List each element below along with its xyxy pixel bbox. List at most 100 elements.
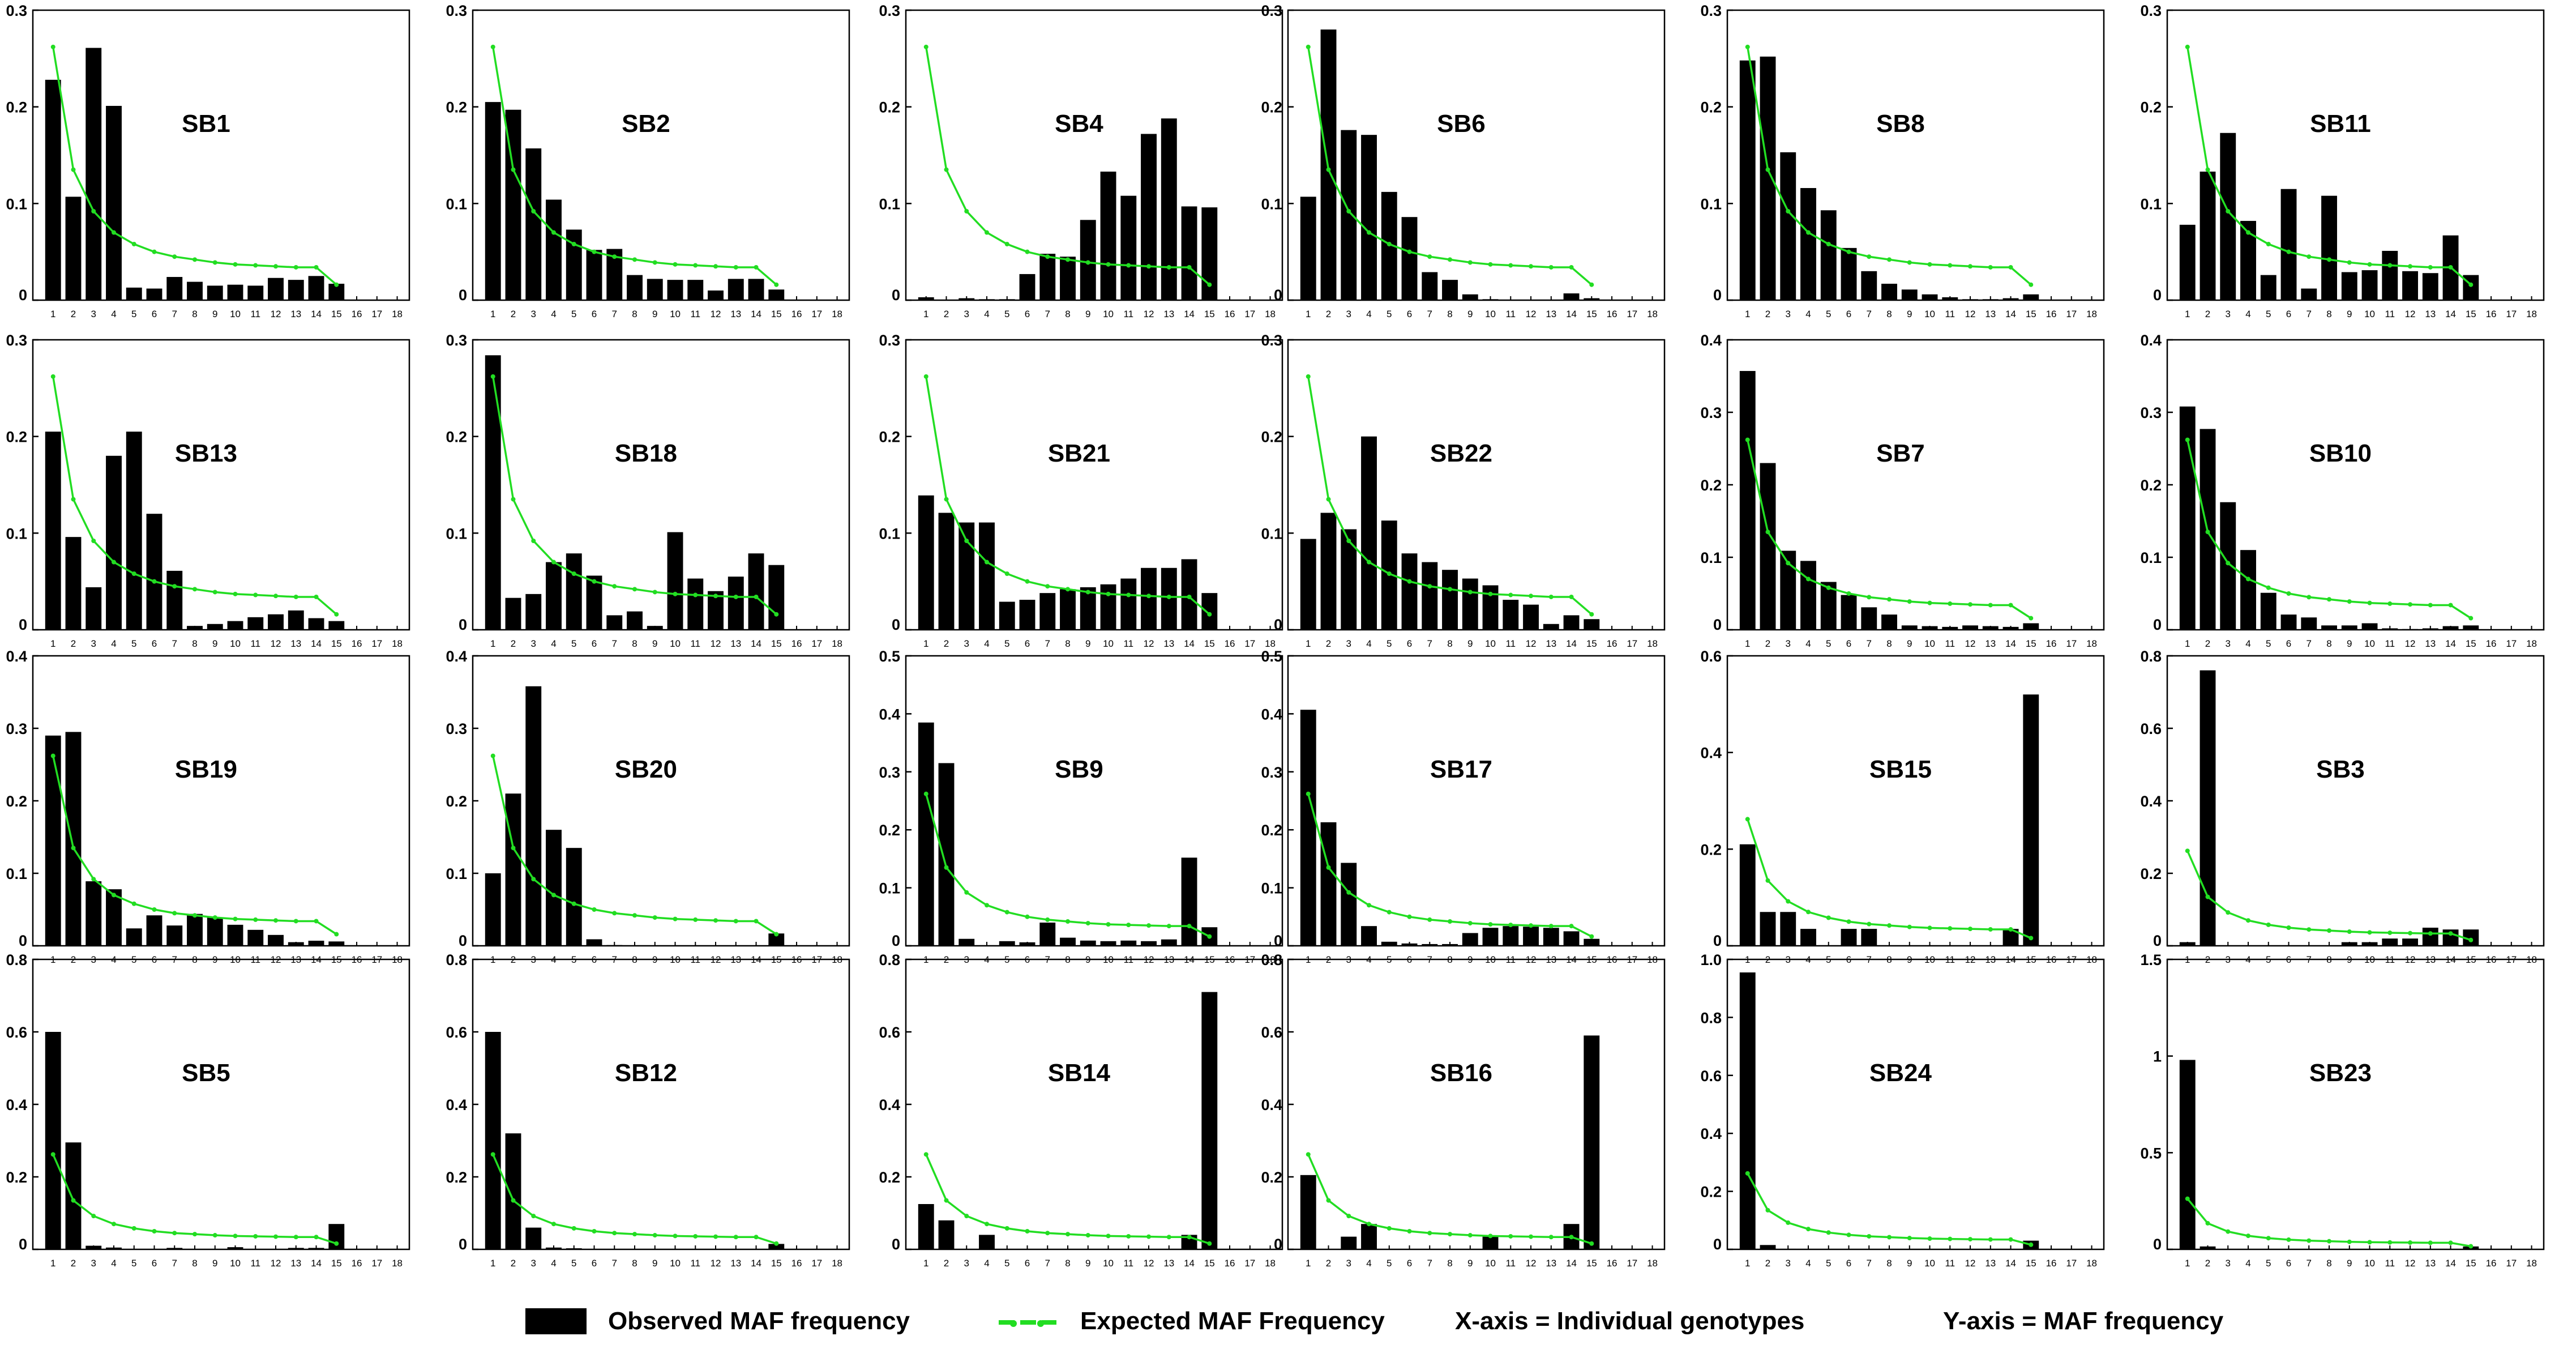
panel-sb13: 0 0.1 0.2 0.3 1 2 3 4 5 6 7 8 9 10 11 12 13 14 15 16 17 18 SB1… bbox=[0, 330, 422, 654]
panel-sb9: 0 0.1 0.2 0.3 0.4 0.5 1 2 3 4 5 6 7 8 9 10 11 12 13 14 15 16 1… bbox=[873, 646, 1295, 970]
expected-point bbox=[693, 917, 698, 922]
expected-point bbox=[1927, 600, 1932, 605]
x-tick-label: 7 bbox=[1867, 309, 1872, 319]
bar bbox=[207, 285, 223, 300]
x-tick-label: 4 bbox=[1366, 309, 1371, 319]
x-tick-label: 15 bbox=[1204, 638, 1215, 649]
expected-point bbox=[1126, 1234, 1131, 1239]
x-tick-label: 10 bbox=[2364, 1258, 2375, 1269]
x-tick-label: 1 bbox=[923, 309, 928, 319]
x-tick-label: 4 bbox=[1366, 638, 1371, 649]
bar bbox=[485, 355, 501, 630]
bar bbox=[1563, 931, 1580, 946]
expected-point bbox=[2448, 264, 2453, 270]
x-tick-label: 18 bbox=[1265, 1258, 1276, 1269]
bar bbox=[979, 299, 995, 300]
bar bbox=[1739, 60, 1756, 300]
y-tick-label: 0.6 bbox=[6, 1024, 27, 1041]
x-tick-label: 12 bbox=[1526, 638, 1537, 649]
expected-point bbox=[2327, 597, 2332, 602]
expected-point bbox=[2029, 616, 2034, 621]
bar bbox=[1861, 607, 1877, 630]
bar bbox=[1584, 619, 1600, 630]
expected-point bbox=[652, 590, 657, 595]
plot-frame bbox=[32, 958, 410, 1250]
expected-point bbox=[673, 916, 678, 921]
bar bbox=[106, 1247, 122, 1249]
bar bbox=[1341, 863, 1357, 946]
bar bbox=[1381, 941, 1397, 946]
x-tick-label: 13 bbox=[1163, 638, 1174, 649]
x-tick-label: 5 bbox=[571, 1258, 576, 1269]
plot-frame bbox=[1726, 958, 2105, 1250]
expected-point bbox=[2347, 1239, 2352, 1244]
x-tick-label: 10 bbox=[230, 638, 241, 649]
expected-point bbox=[2226, 561, 2231, 566]
expected-point bbox=[2367, 930, 2372, 935]
x-tick-label: 13 bbox=[2425, 1258, 2436, 1269]
chart-title: SB11 bbox=[2310, 110, 2371, 138]
expected-point bbox=[2205, 1220, 2210, 1226]
expected-point bbox=[693, 263, 698, 268]
expected-point bbox=[2428, 1240, 2433, 1245]
expected-point bbox=[1467, 590, 1473, 595]
bar bbox=[1300, 539, 1316, 630]
x-tick-label: 4 bbox=[551, 638, 556, 649]
expected-point bbox=[50, 374, 55, 379]
y-tick-label: 0.2 bbox=[879, 1169, 900, 1186]
bar bbox=[328, 941, 345, 946]
bar bbox=[1442, 944, 1458, 946]
y-tick-label: 0 bbox=[2153, 287, 2162, 304]
x-tick-label: 11 bbox=[1123, 638, 1133, 649]
y-tick-label: 0.3 bbox=[879, 332, 900, 349]
x-tick-label: 16 bbox=[1225, 1258, 1235, 1269]
bar bbox=[1341, 1236, 1357, 1249]
expected-point bbox=[192, 913, 198, 918]
x-tick-label: 5 bbox=[1387, 638, 1392, 649]
y-tick-label: 0.3 bbox=[1261, 332, 1282, 349]
expected-point bbox=[293, 1235, 298, 1240]
expected-point bbox=[1765, 530, 1770, 535]
y-tick-label: 0.6 bbox=[1700, 648, 1722, 665]
expected-point bbox=[1488, 591, 1493, 596]
expected-point bbox=[754, 264, 759, 270]
bar bbox=[1141, 134, 1157, 300]
x-tick-label: 2 bbox=[511, 638, 516, 649]
bar bbox=[1361, 926, 1377, 946]
x-tick-label: 11 bbox=[2385, 1258, 2395, 1269]
expected-point bbox=[612, 254, 617, 259]
expected-line bbox=[52, 1154, 337, 1245]
bar bbox=[485, 1032, 501, 1249]
panel-sb8: 0 0.1 0.2 0.3 1 2 3 4 5 6 7 8 9 10 11 12 13 14 15 16 17 18 SB8 bbox=[1694, 0, 2116, 324]
x-tick-label: 13 bbox=[290, 1258, 301, 1269]
x-tick-label: 2 bbox=[2205, 309, 2210, 319]
expected-point bbox=[1826, 1230, 1831, 1235]
bar bbox=[1962, 625, 1978, 630]
x-tick-label: 1 bbox=[1745, 638, 1750, 649]
bar bbox=[918, 722, 934, 946]
expected-point bbox=[944, 1198, 949, 1203]
expected-point bbox=[1187, 924, 1192, 929]
x-tick-label: 2 bbox=[1326, 309, 1331, 319]
expected-point bbox=[2307, 595, 2312, 600]
y-tick-label: 0.2 bbox=[6, 1169, 27, 1186]
x-tick-label: 14 bbox=[1566, 309, 1577, 319]
x-tick-label: 16 bbox=[2046, 1258, 2057, 1269]
bar bbox=[328, 621, 345, 630]
bar bbox=[2260, 592, 2277, 630]
y-tick-label: 0.1 bbox=[2140, 549, 2162, 566]
expected-point bbox=[2185, 44, 2190, 49]
expected-point bbox=[314, 919, 319, 924]
expected-point bbox=[1427, 584, 1432, 589]
x-tick-label: 10 bbox=[1485, 1258, 1496, 1269]
x-tick-label: 2 bbox=[944, 638, 949, 649]
bar bbox=[1161, 118, 1177, 300]
bar bbox=[247, 285, 264, 300]
x-tick-label: 4 bbox=[2245, 309, 2250, 319]
x-tick-label: 10 bbox=[2364, 638, 2375, 649]
bar bbox=[1100, 941, 1116, 946]
bar bbox=[65, 197, 82, 300]
expected-point bbox=[1765, 878, 1770, 883]
expected-point bbox=[733, 264, 738, 270]
